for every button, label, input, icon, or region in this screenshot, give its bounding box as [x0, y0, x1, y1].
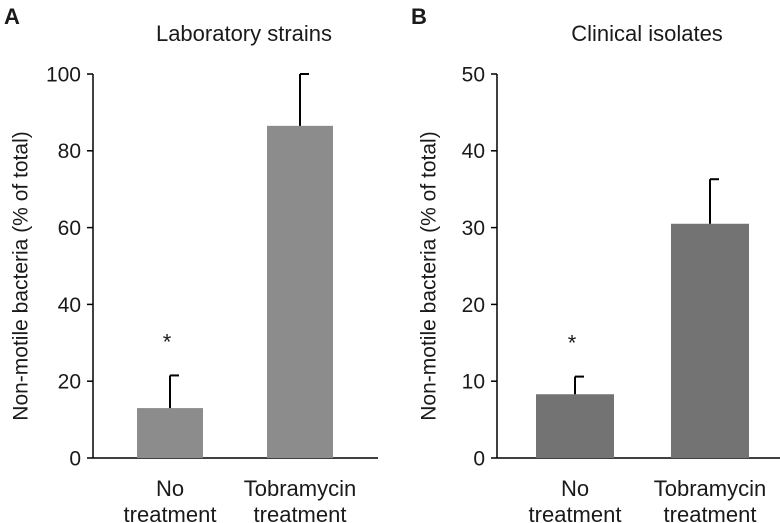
y-tick-label: 80: [58, 140, 81, 163]
bar: [536, 394, 614, 458]
bar: [671, 223, 749, 458]
category-label: treatment: [254, 502, 347, 523]
chart-title: Laboratory strains: [156, 21, 332, 46]
y-axis-label: Non-motile bacteria (% of total): [417, 131, 440, 420]
chart-title: Clinical isolates: [571, 21, 723, 46]
panel-letter: B: [411, 4, 427, 29]
category-label: No: [156, 476, 184, 501]
y-tick-label: 0: [473, 447, 485, 470]
y-tick-label: 50: [462, 63, 485, 86]
panel-b: B Clinical isolates Non-motile bacteria (%…: [411, 4, 780, 523]
y-tick-label: 40: [462, 140, 485, 163]
y-tick-label: 20: [58, 371, 81, 394]
category-label: treatment: [664, 502, 757, 523]
y-tick-label: 30: [462, 217, 485, 240]
category-label: No: [561, 476, 589, 501]
y-tick-label: 100: [46, 63, 81, 86]
significance-marker: *: [568, 331, 577, 356]
y-tick-label: 60: [58, 217, 81, 240]
y-tick-label: 20: [462, 294, 485, 317]
panel-a: A Laboratory strains Non-motile bacteria (…: [4, 4, 378, 523]
category-label: treatment: [529, 502, 622, 523]
y-axis-label: Non-motile bacteria (% of total): [9, 131, 32, 420]
category-label: Tobramycin: [654, 476, 766, 501]
bar: [137, 408, 203, 458]
y-tick-label: 0: [69, 447, 81, 470]
category-label: Tobramycin: [244, 476, 356, 501]
panel-letter: A: [4, 4, 20, 29]
y-tick-label: 10: [462, 371, 485, 394]
significance-marker: *: [163, 329, 172, 354]
bar: [267, 125, 333, 458]
y-tick-label: 40: [58, 294, 81, 317]
category-label: treatment: [124, 502, 217, 523]
